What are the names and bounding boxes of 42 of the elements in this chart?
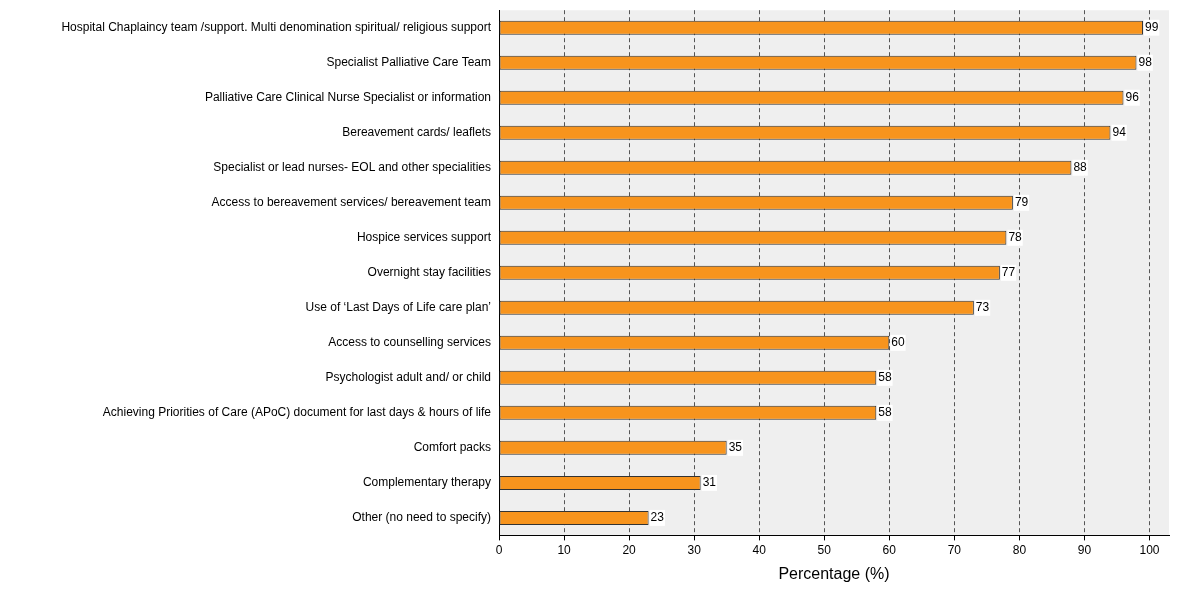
data-label: 60 (891, 335, 905, 350)
y-tick-label: Overnight stay facilities (367, 265, 491, 280)
data-label: 73 (975, 300, 990, 315)
x-tick-label: 0 (495, 542, 503, 557)
x-tick-label: 40 (752, 542, 767, 557)
y-tick-label: Other (no need to specify) (352, 510, 491, 525)
y-tick-label: Bereavement cards/ leaflets (342, 125, 491, 140)
x-tick-label: 20 (622, 542, 637, 557)
x-tick-label: 30 (687, 542, 702, 557)
data-label: 31 (702, 475, 717, 490)
data-label: 58 (878, 370, 892, 385)
y-tick-label: Access to bereavement services/ bereavement team (211, 195, 491, 210)
data-label: 98 (1138, 55, 1153, 70)
x-tick-label: 60 (882, 542, 897, 557)
data-label: 94 (1112, 125, 1127, 140)
y-tick-label: Achieving Priorities of Care (APoC) document for last days & hours of life (102, 405, 492, 420)
data-label: 23 (650, 510, 665, 525)
y-tick-label: Specialist Palliative Care Team (326, 55, 491, 70)
data-label: 96 (1125, 90, 1140, 105)
y-tick-label: Use of ‘Last Days of Life care plan’ (305, 300, 491, 315)
data-label: 79 (1014, 195, 1029, 210)
data-label: 35 (728, 440, 743, 455)
data-label: 77 (1001, 265, 1016, 280)
y-tick-label: Comfort packs (413, 440, 491, 455)
y-tick-label: Hospice services support (356, 230, 492, 245)
y-tick-label: Specialist or lead nurses- EOL and other specialities (213, 160, 491, 175)
data-label: 88 (1073, 160, 1088, 175)
y-tick-label: Hospital Chaplaincy team /support. Multi denomination spiritual/ religious support (61, 20, 492, 35)
x-tick-label: 100 (1139, 542, 1160, 557)
y-tick-label: Psychologist adult and/ or child (325, 370, 491, 385)
x-tick-label: 80 (1012, 542, 1027, 557)
data-label: 78 (1008, 230, 1023, 245)
data-label: 58 (878, 405, 892, 420)
data-label: 99 (1144, 20, 1159, 35)
x-tick-label: 50 (817, 542, 832, 557)
y-tick-label: Complementary therapy (362, 475, 491, 490)
x-tick-label: 90 (1077, 542, 1092, 557)
x-tick-label: 70 (947, 542, 962, 557)
y-tick-label: Access to counselling services (328, 335, 491, 350)
x-tick-label: 10 (557, 542, 572, 557)
y-tick-label: Palliative Care Clinical Nurse Specialist or information (204, 90, 491, 105)
x-axis-title: Percentage (%) (778, 564, 890, 582)
